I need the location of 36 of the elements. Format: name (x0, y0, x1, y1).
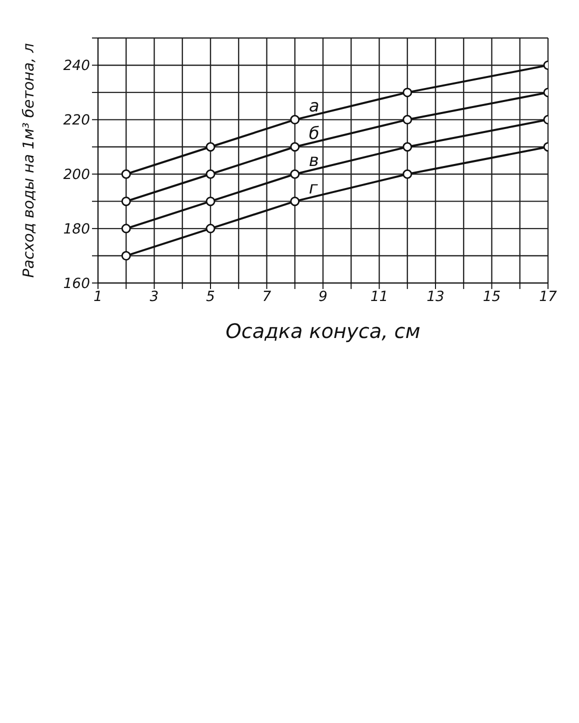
point (121, 169, 131, 179)
x-tick-label: 9 (318, 288, 328, 305)
series-label: б (308, 124, 320, 144)
y-axis-title: Расход воды на 1м³ бетона, л (19, 42, 38, 278)
point (402, 142, 412, 152)
x-tick-label: 3 (150, 288, 159, 305)
point (290, 114, 300, 124)
x-tick-label: 7 (262, 288, 272, 305)
point (121, 196, 131, 206)
series-label: а (308, 96, 320, 117)
point (206, 196, 216, 206)
x-tick-label: 17 (539, 288, 557, 305)
y-tick-label: 160 (63, 276, 90, 292)
y-tick-label: 200 (63, 167, 90, 184)
x-tick-label: 13 (426, 288, 444, 305)
point (402, 88, 412, 98)
point (402, 114, 412, 124)
x-axis-title: Осадка конуса, см (226, 319, 420, 343)
x-tick-label: 15 (482, 288, 501, 305)
point (121, 251, 131, 261)
series-label: в (308, 151, 319, 172)
x-tick-label: 1 (94, 288, 102, 305)
x-tick-label: 11 (370, 288, 388, 305)
y-tick-label: 220 (63, 112, 90, 129)
x-tick-label: 5 (206, 288, 216, 305)
y-tick-label: 180 (63, 222, 90, 238)
point (206, 224, 216, 234)
point (121, 224, 131, 234)
series-label: г (308, 178, 318, 198)
point (402, 169, 412, 179)
point (290, 142, 300, 152)
point (206, 169, 216, 179)
point (290, 169, 300, 179)
y-tick-label: 240 (63, 58, 90, 74)
point (206, 142, 216, 152)
point (290, 196, 300, 206)
